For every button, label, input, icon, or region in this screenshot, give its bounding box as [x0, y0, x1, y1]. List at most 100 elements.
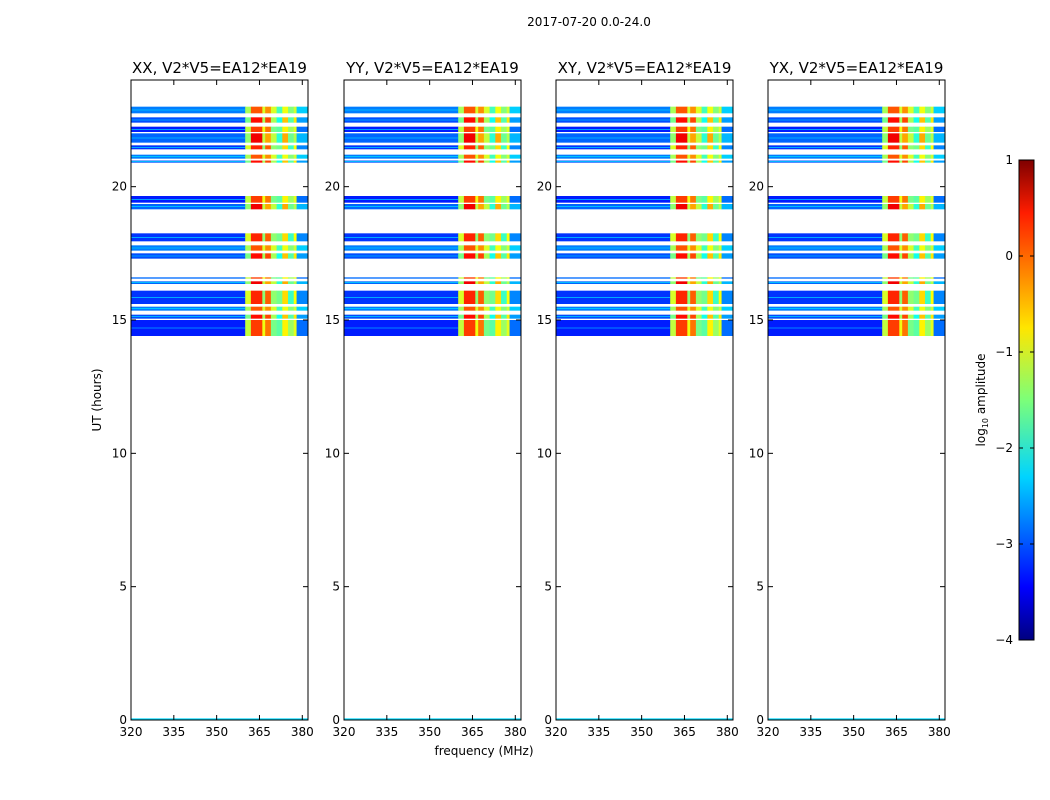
x-tick-label: 320 [333, 725, 356, 739]
heatmap-cell [509, 160, 521, 163]
heatmap-cell [721, 245, 733, 251]
heatmap-cell [707, 245, 714, 251]
heatmap-cell [250, 233, 263, 242]
heatmap-cell [707, 196, 714, 203]
heatmap-cell [721, 106, 733, 114]
heatmap-cell [701, 281, 708, 284]
y-tick-label: 0 [119, 713, 127, 727]
heatmap-cell [296, 133, 308, 143]
heatmap-cell [250, 281, 263, 284]
heatmap-cell [463, 196, 476, 203]
x-tick-label: 365 [673, 725, 696, 739]
heatmap-cell [282, 117, 289, 123]
heatmap-cell [919, 314, 926, 319]
heatmap-cell [701, 133, 708, 143]
heatmap-cell [913, 204, 920, 210]
heatmap-cell [250, 204, 263, 210]
heatmap-cell [270, 154, 277, 159]
heatmap-cell [721, 320, 733, 336]
heatmap-cell [293, 160, 297, 163]
heatmap-cell [930, 117, 934, 123]
colorbar-tick-label: −2 [995, 441, 1013, 455]
heatmap-cell [930, 154, 934, 159]
panel-title: YX, V2*V5=EA12*EA19 [769, 59, 944, 77]
heatmap-cell [475, 306, 479, 311]
heatmap-cell [907, 290, 914, 304]
heatmap-cell [675, 306, 688, 311]
heatmap-cell [483, 106, 490, 114]
heatmap-cell [463, 154, 476, 159]
heatmap-cell [899, 117, 903, 123]
heatmap-cell [296, 145, 308, 150]
heatmap-cell [509, 106, 521, 114]
heatmap-cell [262, 154, 266, 159]
colorbar-ticks: 1 0 −1 −2 −3 −4 [995, 153, 1034, 647]
heatmap-cell [475, 117, 479, 123]
heatmap-cell [501, 277, 508, 279]
heatmap-cell [475, 245, 479, 251]
heatmap-cell [489, 154, 496, 159]
heatmap-cell [293, 277, 297, 279]
heatmap-cell [930, 253, 934, 259]
heatmap-cell [670, 314, 677, 319]
heatmap-cell [913, 145, 920, 150]
heatmap-cell [478, 306, 485, 311]
heatmap-cell [721, 204, 733, 210]
heatmap-cell [265, 306, 272, 311]
heatmap-cell [270, 233, 277, 242]
heatmap-cell [925, 277, 932, 279]
heatmap-cell [721, 160, 733, 163]
heatmap-cell [925, 233, 932, 242]
heatmap-cell [458, 306, 465, 311]
heatmap-cell [489, 196, 496, 203]
heatmap-cell [495, 233, 502, 242]
heatmap-cell [887, 106, 900, 114]
heatmap-cell [713, 117, 720, 123]
heatmap-cell [687, 320, 691, 336]
heatmap-cell [902, 320, 909, 336]
heatmap-cell [675, 233, 688, 242]
heatmap-cell [913, 160, 920, 163]
heatmap-cell [899, 306, 903, 311]
heatmap-cell [501, 281, 508, 284]
heatmap-cell [930, 126, 934, 132]
heatmap-cell [925, 160, 932, 163]
heatmap-cell [907, 196, 914, 203]
heatmap-cell [276, 253, 283, 259]
heatmap-cell [501, 133, 508, 143]
heatmap-cell [501, 253, 508, 259]
heatmap-cell [501, 196, 508, 203]
heatmap-cell [296, 320, 308, 336]
heatmap-cell [293, 281, 297, 284]
heatmap-cell [675, 290, 688, 304]
heatmap-cell [919, 306, 926, 311]
heatmap-cell [899, 290, 903, 304]
heatmap-cell [265, 281, 272, 284]
heatmap-cell [276, 154, 283, 159]
heatmap-cell [718, 154, 722, 159]
heatmap-cell [882, 133, 889, 143]
heatmap-cell [925, 306, 932, 311]
heatmap-cell [899, 106, 903, 114]
heatmap-cell [721, 290, 733, 304]
heatmap-cell [475, 133, 479, 143]
heatmap-cell [670, 245, 677, 251]
heatmap-cell [288, 245, 295, 251]
heatmap-cell [475, 290, 479, 304]
heatmap-cell [925, 290, 932, 304]
heatmap-cell [262, 117, 266, 123]
heatmap-cell [913, 253, 920, 259]
heatmap-cell [670, 290, 677, 304]
heatmap-cell [458, 145, 465, 150]
heatmap-cell [463, 126, 476, 132]
heatmap-cell [933, 277, 945, 279]
heatmap-cell [293, 145, 297, 150]
heatmap-cell [458, 133, 465, 143]
heatmap-cell [687, 126, 691, 132]
heatmap-cell [288, 306, 295, 311]
heatmap-cell [899, 245, 903, 251]
x-tick-label: 365 [885, 725, 908, 739]
heatmap-cell [250, 117, 263, 123]
heatmap-cell [276, 281, 283, 284]
heatmap-cell [509, 281, 521, 284]
